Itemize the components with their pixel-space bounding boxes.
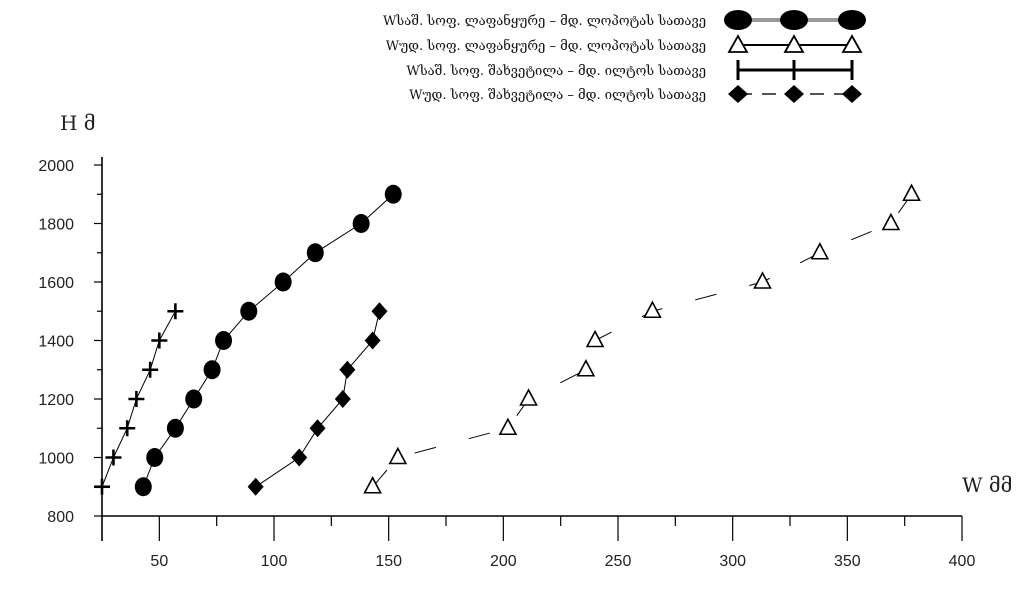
x-tick-label: 100 [261,553,288,570]
data-point [151,332,168,349]
data-point [309,419,326,438]
data-point [363,476,382,494]
series-4 [247,302,388,496]
data-point [902,183,921,202]
y-tick-label: 1600 [38,275,74,292]
data-point [142,361,159,378]
data-point [881,212,901,231]
series-line [255,311,380,488]
data-point [810,242,830,260]
y-axis-title: H მ [60,111,96,135]
data-point [274,272,292,292]
data-point [643,300,662,319]
data-point [105,449,122,466]
axes: 800 1000 1200 1400 1600 1800 2000 50 100 150 200 25… [38,157,975,570]
data-point [576,359,596,377]
plot-area [94,183,921,497]
legend-marker [841,34,863,53]
series-1 [134,184,402,497]
legend-label: Wუდ. სოფ. ლაფანყურე – მდ. ლოპოტას სათავე [386,38,706,54]
data-point [519,388,538,406]
data-point [247,477,264,496]
y-tick-label: 1400 [38,334,74,351]
data-point [334,390,351,408]
data-point [215,331,233,350]
x-tick-label: 250 [605,553,632,570]
legend-marker [780,10,808,30]
x-tick-label: 50 [150,553,168,570]
data-point [388,446,408,465]
y-tick-label: 1200 [38,392,74,409]
series-line [142,193,394,487]
legend-entry: Wუდ. სოფ. შახვეტილა – მდ. ილტოს სათავე [409,85,862,103]
legend-marker [784,85,804,103]
data-point [371,302,388,321]
data-point [240,301,258,321]
data-point [498,417,518,436]
x-tick-label: 400 [949,553,976,570]
legend-marker [838,10,866,30]
data-point [291,448,308,467]
legend-marker [727,34,749,53]
legend-marker [783,34,805,53]
y-tick-label: 800 [47,509,74,526]
x-axis-title: W მმ [962,473,1012,497]
data-point [128,391,145,407]
x-tick-label: 200 [490,553,517,570]
data-point [384,184,402,204]
legend-entry: Wსაშ. სოფ. შახვეტილა – მდ. ილტოს სათავე [406,60,854,80]
series-2 [363,183,921,494]
data-point [94,478,110,495]
data-point [585,329,605,348]
data-point [119,420,136,437]
legend-marker [842,85,862,103]
data-point [203,360,221,380]
data-point [339,360,356,379]
legend-label: Wსაშ. სოფ. ლაფანყურე – მდ. ლოპოტას სათავ… [383,13,706,29]
legend-entry: Wსაშ. სოფ. ლაფანყურე – მდ. ლოპოტას სათავ… [383,10,866,30]
x-tick-label: 350 [834,553,861,570]
data-point [352,214,370,233]
series-line [372,194,912,488]
legend-label: Wსაშ. სოფ. შახვეტილა – მდ. ილტოს სათავე [406,64,706,79]
series-3 [94,303,184,495]
y-tick-label: 1800 [38,217,74,234]
data-point [146,448,164,467]
x-tick-label: 300 [719,553,746,570]
data-point [167,303,184,320]
data-point [364,331,381,350]
data-point [753,271,772,289]
data-point [306,243,324,263]
legend: Wსაშ. სოფ. ლაფანყურე – მდ. ლოპოტას სათავ… [383,10,866,103]
y-tick-label: 2000 [38,158,74,175]
y-tick-label: 1000 [38,451,74,468]
legend-marker [728,85,748,103]
x-tick-label: 150 [375,553,402,570]
data-point [166,418,184,438]
legend-entry: Wუდ. სოფ. ლაფანყურე – მდ. ლოპოტას სათავე [386,34,863,54]
data-point [185,389,203,409]
data-point [134,477,152,497]
legend-label: Wუდ. სოფ. შახვეტილა – მდ. ილტოს სათავე [409,88,706,103]
legend-marker [724,10,752,30]
